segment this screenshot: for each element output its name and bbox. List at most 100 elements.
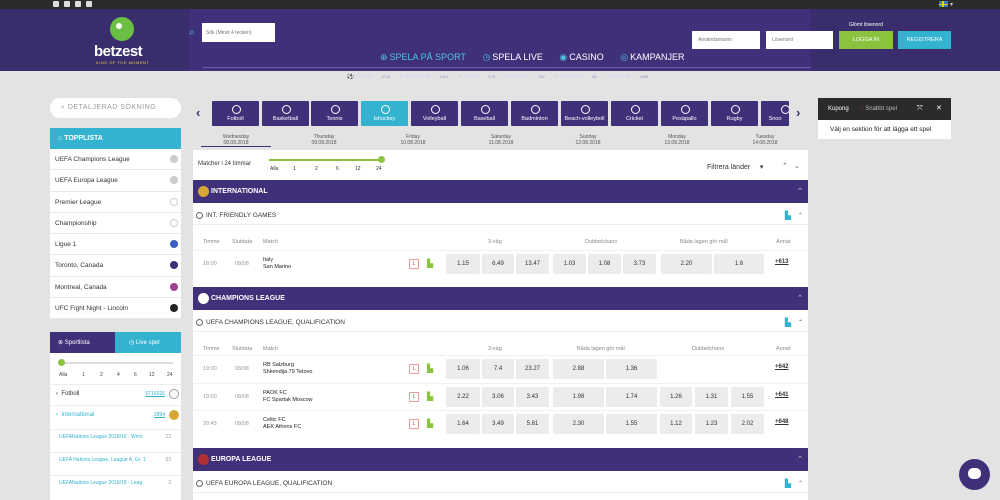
toplist-item[interactable]: Championship (50, 212, 181, 235)
filter-countries-dropdown[interactable]: Filtrera länder ▾ (707, 164, 764, 171)
stats-icon[interactable]: ▙ (784, 318, 791, 327)
sub-row-international[interactable]: ‹ International 2894 (50, 405, 181, 425)
odds-button[interactable]: 5.81 (516, 414, 549, 434)
live-badge-icon[interactable]: L (409, 392, 419, 402)
username-field[interactable] (692, 31, 760, 49)
odds-button[interactable]: 3.49 (482, 414, 514, 434)
day-tab[interactable]: Monday 13.08.2018 (642, 134, 712, 146)
odds-button[interactable]: 3.73 (623, 254, 656, 274)
twitter-icon[interactable] (64, 1, 70, 7)
hours-slider[interactable] (58, 359, 173, 366)
odds-button[interactable]: 1.15 (446, 254, 480, 274)
live-badge-icon[interactable]: L (409, 364, 419, 374)
nav-sport[interactable]: ⊕ SPELA PÅ SPORT (380, 52, 473, 62)
live-badge-icon[interactable]: L (409, 259, 419, 269)
collapse-icon[interactable]: ⌃ (797, 456, 803, 463)
more-markets-link[interactable]: +613 (775, 259, 789, 265)
odds-button[interactable]: 1.6 (714, 254, 764, 274)
collapse-icon[interactable]: ⌃ (797, 188, 803, 195)
day-tab[interactable]: Saturday 11.08.2018 (466, 134, 536, 146)
quick-link-basketball[interactable]: ● Basketball 1437 (399, 74, 449, 80)
odds-button[interactable]: 1.98 (553, 387, 604, 407)
sport-tab-cricket[interactable]: Cricket (611, 101, 658, 126)
nav-casino[interactable]: ◉ CASINO (559, 52, 610, 62)
collapse-icon[interactable]: ⌃ (797, 213, 803, 219)
toplist-item[interactable]: Montreal, Canada (50, 276, 181, 299)
day-tab[interactable]: Wednesday 08.08.2018 (201, 134, 271, 147)
sport-tab-snooker[interactable]: Snoo (761, 101, 789, 126)
sport-tab-badminton[interactable]: Badminton (511, 101, 558, 126)
chat-icon[interactable] (959, 459, 990, 490)
sport-tab-tennis[interactable]: Tennis (311, 101, 358, 126)
tab-sportlist[interactable]: ⊕ Sportlista (50, 332, 115, 353)
collapse-controls[interactable]: ⌃⌄ (782, 163, 806, 170)
more-markets-link[interactable]: +642 (775, 364, 789, 370)
time-slider-handle[interactable] (378, 156, 385, 163)
sport-tab-basketball[interactable]: Basketball (262, 101, 309, 126)
collapse-icon[interactable]: ⌃ (797, 295, 803, 302)
odds-button[interactable]: 2.02 (731, 414, 764, 434)
instagram-icon[interactable] (75, 1, 81, 7)
toplist-item[interactable]: Toronto, Canada (50, 255, 181, 277)
odds-button[interactable]: 2.88 (553, 359, 604, 379)
league-item[interactable]: UEFA Nations League, League A, Gr. 1 63 (50, 452, 181, 467)
competition-friendly[interactable]: INT. FRIENDLY GAMES ▙ ⌃ (193, 207, 808, 225)
toplist-item[interactable]: Ligue 1 (50, 234, 181, 256)
day-tab[interactable]: Tuesday 14.08.2018 (730, 134, 800, 146)
sport-row-football[interactable]: ‹ Fotboll 6716026 (50, 384, 181, 404)
match-teams[interactable]: Italy San Marino (263, 257, 291, 271)
odds-button[interactable]: 1.36 (606, 359, 657, 379)
sport-tab-pesapallo[interactable]: Pesäpallo (661, 101, 708, 126)
league-item[interactable]: UEFANations League 2018/19 - Leag 3 (50, 475, 181, 490)
stats-icon[interactable]: ▙ (427, 392, 434, 401)
odds-button[interactable]: 2.20 (661, 254, 712, 274)
detailed-search-input[interactable]: ⌕ DETALJERAD SÖKNING (50, 98, 181, 118)
toplist-item[interactable]: Premier League (50, 191, 181, 213)
toplist-item[interactable]: UFC Fight Night - Lincoln (50, 298, 181, 320)
odds-button[interactable]: 6.49 (482, 254, 514, 274)
odds-button[interactable]: 1.26 (660, 387, 692, 407)
stats-icon[interactable]: ▙ (427, 259, 434, 268)
odds-button[interactable]: 2.30 (553, 414, 604, 434)
competition-uel-qualification[interactable]: UEFA EUROPA LEAGUE, QUALIFICATION ▙ ⌃ (193, 475, 808, 493)
match-teams[interactable]: Celtic FC AEK Athens FC (263, 417, 301, 431)
match-teams[interactable]: RB Salzburg Shkendija 79 Tetovo (263, 362, 312, 376)
password-field[interactable] (766, 31, 833, 49)
tab-quick-bet[interactable]: ◌ Snabbt spel (860, 106, 897, 112)
stats-icon[interactable]: ▙ (784, 211, 791, 220)
language-caret-icon[interactable]: ▾ (949, 2, 953, 8)
forgot-password-link[interactable]: Glömt lösenord (849, 22, 883, 28)
sport-tab-beach-volleyball[interactable]: Beach-volleyboll (561, 101, 608, 126)
youtube-icon[interactable] (86, 1, 92, 7)
odds-button[interactable]: 23.27 (516, 359, 549, 379)
tab-coupon[interactable]: Kupong (828, 106, 849, 112)
stats-icon[interactable]: ▙ (784, 479, 791, 488)
day-tab[interactable]: Sunday 12.08.2018 (553, 134, 623, 146)
tab-live[interactable]: ◷ Live spel (129, 340, 160, 346)
group-europa-league[interactable]: EUROPA LEAGUE ⌃ (193, 448, 808, 471)
sport-tab-football[interactable]: Fotboll (212, 101, 259, 126)
league-item[interactable]: UEFANations League 2018/19 - Winn 12 (50, 429, 181, 444)
more-markets-link[interactable]: +641 (775, 392, 789, 398)
quick-link-volleyball[interactable]: ● Volleyball 94 (554, 74, 597, 80)
collapse-icon[interactable]: ⌃ (797, 481, 803, 487)
facebook-icon[interactable] (53, 1, 59, 7)
match-teams[interactable]: PAOK FC FC Spartak Moscow (263, 390, 313, 404)
quick-link-football[interactable]: ⚽ Fotboll 6716 (347, 74, 391, 80)
odds-button[interactable]: 1.03 (553, 254, 586, 274)
register-button[interactable]: REGISTRERA (898, 31, 951, 49)
odds-button[interactable]: 13.47 (516, 254, 549, 274)
sport-tab-volleyball[interactable]: Volleyball (411, 101, 458, 126)
sport-tab-baseball[interactable]: Baseball (461, 101, 508, 126)
odds-button[interactable]: 1.31 (695, 387, 728, 407)
nav-live[interactable]: ◷ SPELA LIVE (482, 52, 549, 62)
odds-button[interactable]: 1.55 (731, 387, 764, 407)
odds-button[interactable]: 1.12 (660, 414, 692, 434)
slider-handle[interactable] (58, 359, 65, 366)
nav-campaigns[interactable]: ◎ KAMPANJER (620, 52, 691, 62)
quick-link-tennis[interactable]: ● Tennis 475 (458, 74, 495, 80)
stats-icon[interactable]: ▙ (427, 364, 434, 373)
search-icon[interactable]: ⌕ (189, 27, 195, 38)
toplist-item[interactable]: UEFA Europa League (50, 170, 181, 192)
odds-button[interactable]: 1.08 (588, 254, 621, 274)
